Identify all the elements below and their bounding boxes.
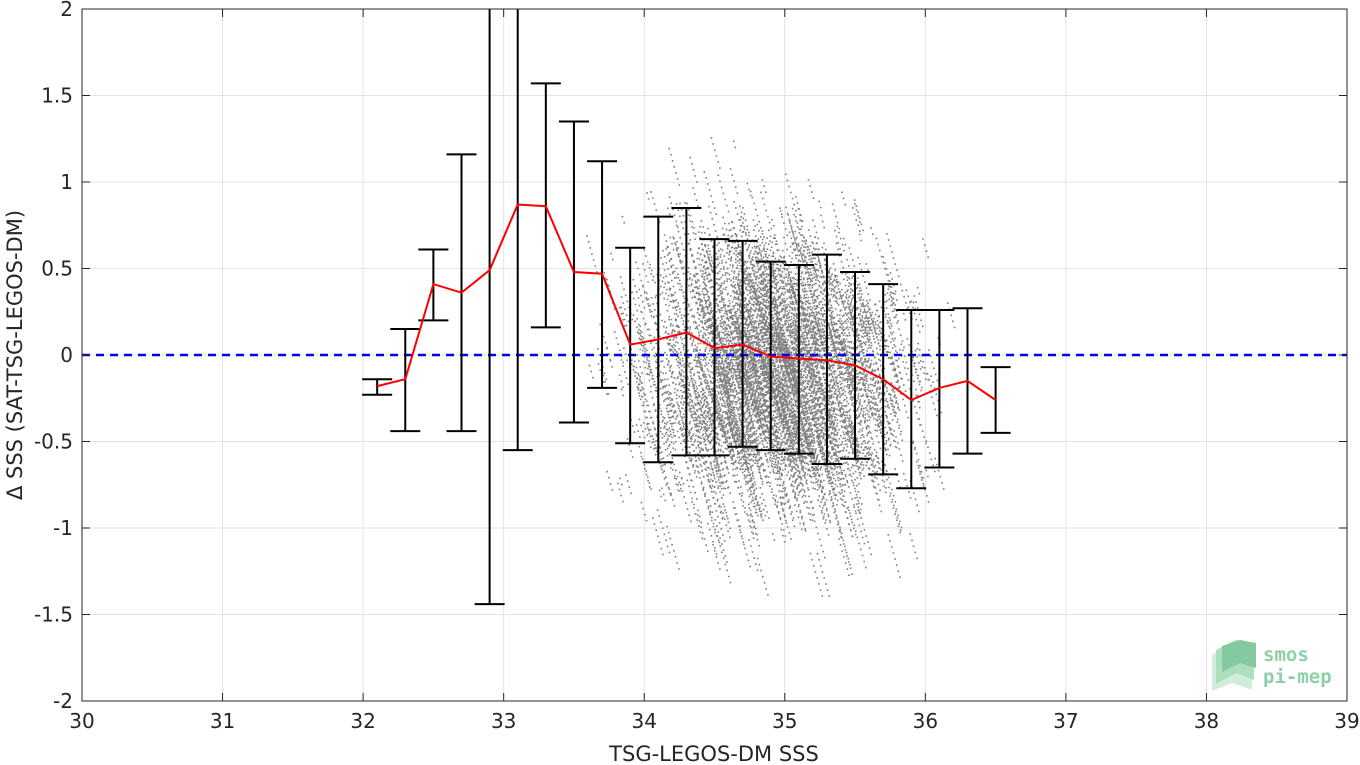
error-bars — [362, 9, 1011, 606]
logo-text-pimep: pi-mep — [1263, 666, 1332, 688]
x-tick-label: 34 — [631, 709, 656, 733]
x-tick-label: 32 — [350, 709, 375, 733]
y-tick-label: 0 — [60, 343, 73, 367]
y-tick-labels: -2 -1.5 -1 -0.5 0 0.5 1 1.5 2 — [34, 0, 73, 713]
logo-text-smos: smos — [1263, 644, 1309, 666]
y-tick-label: 0.5 — [41, 257, 73, 281]
x-tick-label: 35 — [772, 709, 797, 733]
x-tick-label: 38 — [1194, 709, 1219, 733]
y-tick-label: -1.5 — [34, 603, 73, 627]
y-tick-label: 1 — [60, 170, 73, 194]
axis-ticks — [81, 8, 1348, 702]
y-tick-label: -1 — [53, 516, 73, 540]
y-tick-label: -0.5 — [34, 430, 73, 454]
x-tick-label: 36 — [913, 709, 938, 733]
mean-line — [376, 203, 997, 402]
x-tick-labels: 30 31 32 33 34 35 36 37 38 39 — [69, 709, 1359, 733]
x-axis-label: TSG-LEGOS-DM SSS — [608, 742, 819, 765]
x-tick-label: 37 — [1053, 709, 1078, 733]
x-tick-label: 39 — [1334, 709, 1359, 733]
y-axis-label: Δ SSS (SAT-TSG-LEGOS-DM) — [3, 210, 27, 500]
y-tick-label: -2 — [53, 689, 73, 713]
x-tick-label: 30 — [69, 709, 94, 733]
logo-waves-icon — [1212, 640, 1256, 691]
y-tick-label: 2 — [60, 0, 73, 21]
x-tick-label: 33 — [491, 709, 516, 733]
mean-line-path — [376, 203, 997, 402]
y-tick-label: 1.5 — [41, 84, 73, 108]
x-tick-label: 31 — [210, 709, 235, 733]
smos-pimep-logo: smos pi-mep — [1212, 640, 1332, 691]
